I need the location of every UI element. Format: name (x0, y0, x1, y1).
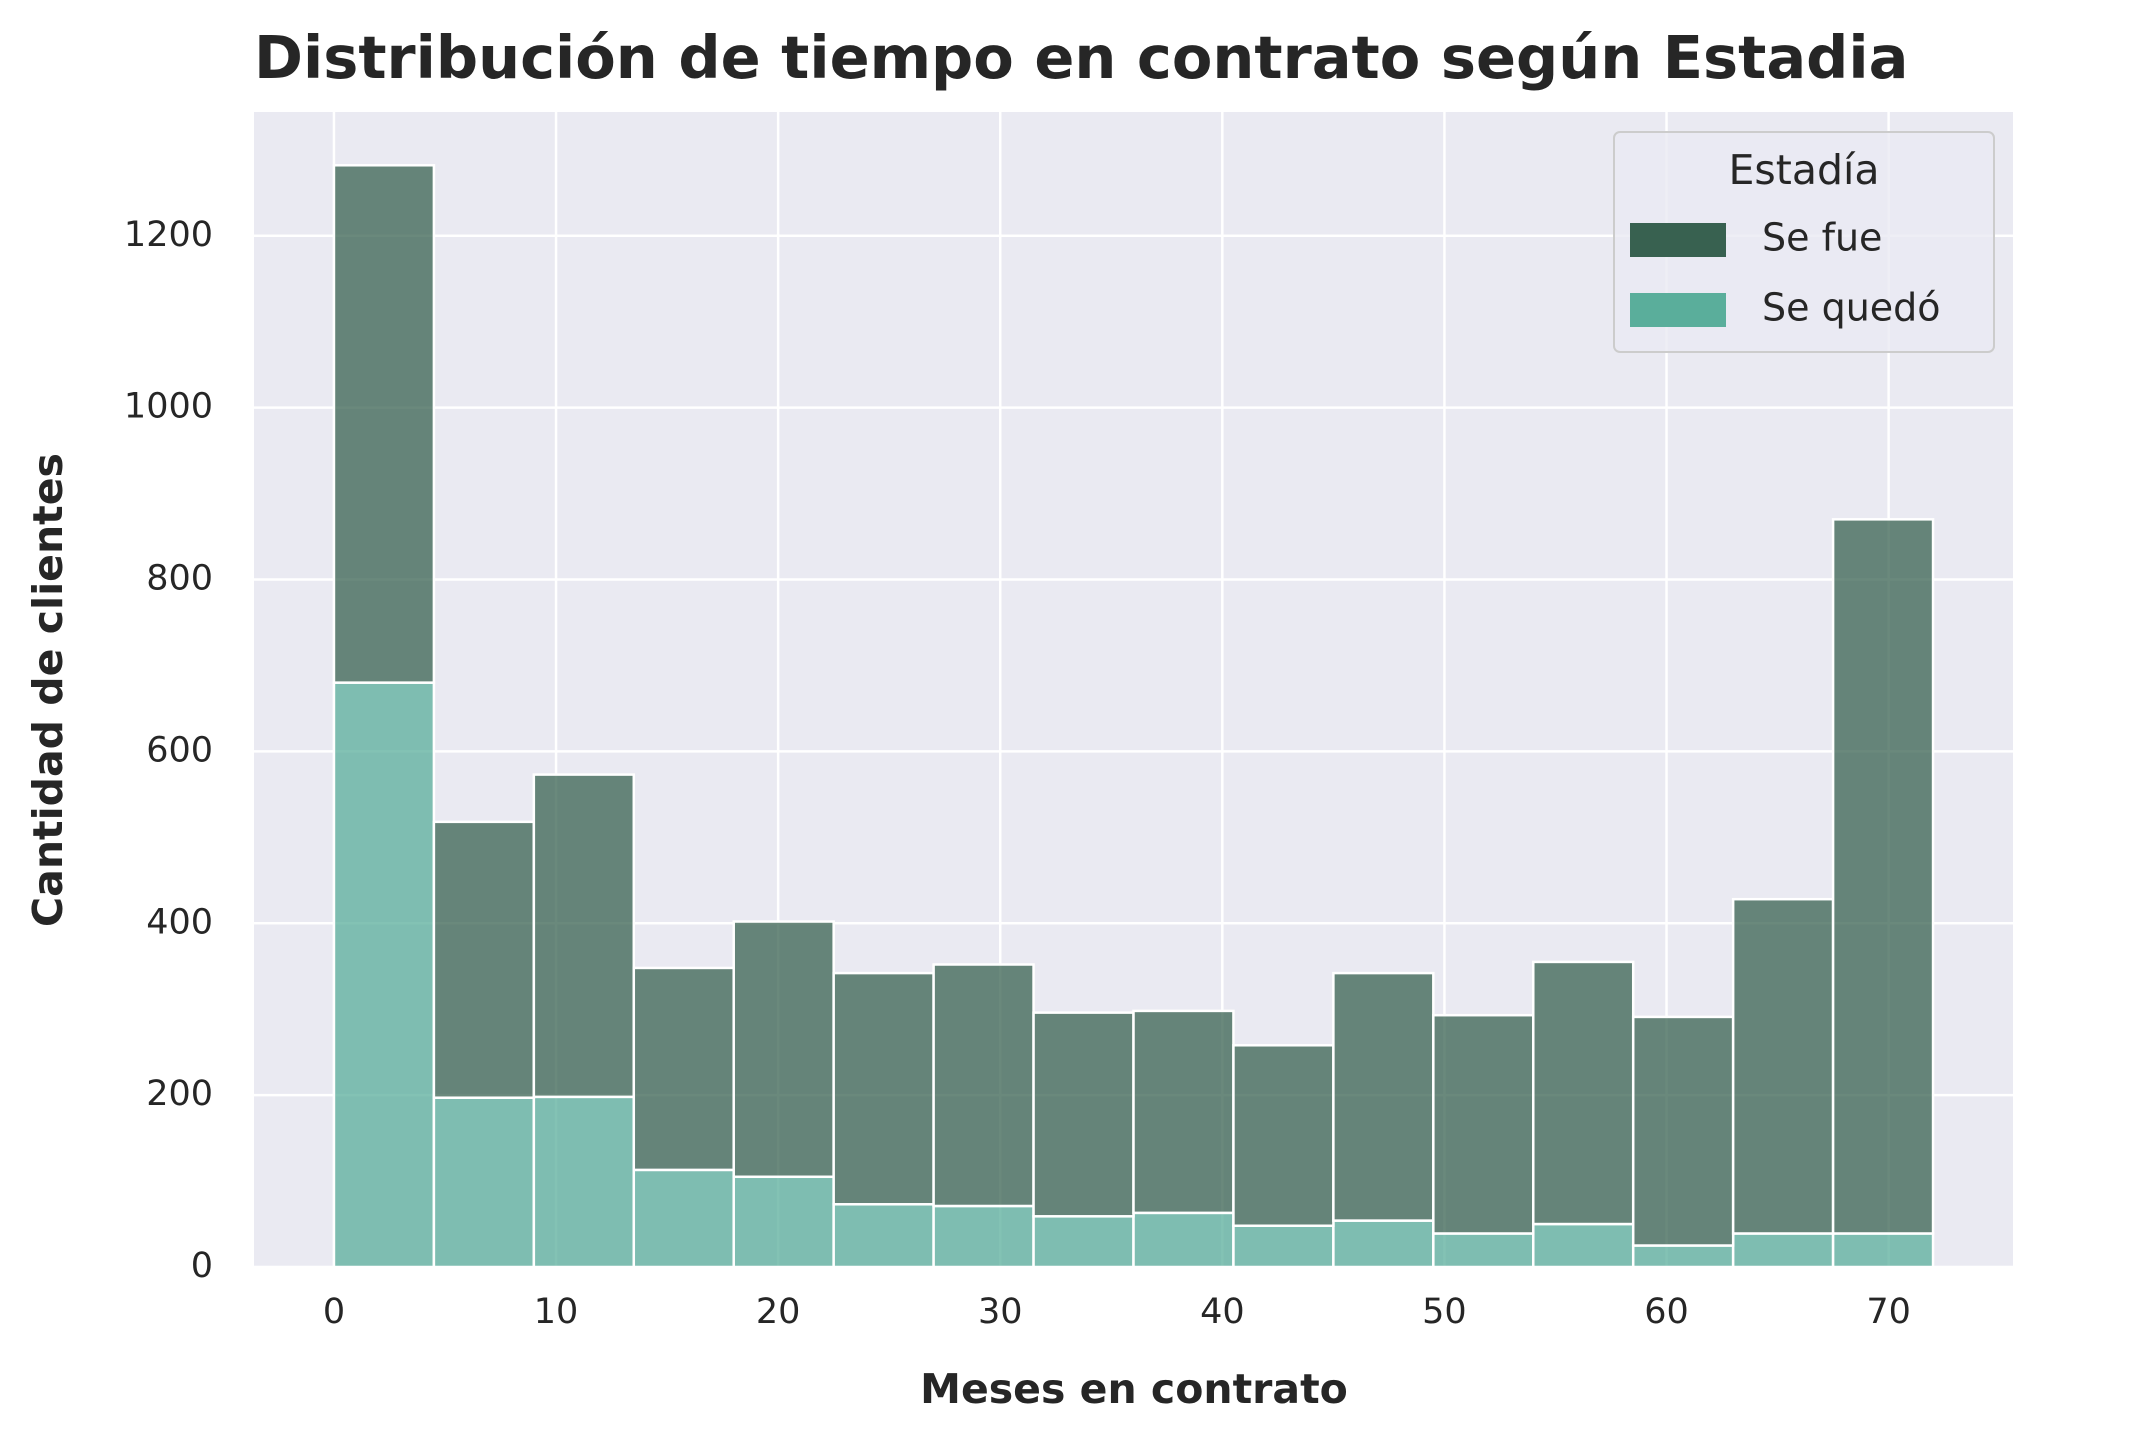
bar (732, 1175, 835, 1269)
bar (1532, 960, 1635, 1226)
bar (1432, 1013, 1535, 1235)
y-tick-label: 0 (191, 1246, 213, 1286)
x-tick-label: 40 (1200, 1292, 1245, 1332)
bar (1232, 1224, 1335, 1269)
bar (1132, 1009, 1235, 1215)
bar (1532, 1222, 1635, 1269)
bar (1232, 1044, 1335, 1227)
x-tick-label: 50 (1422, 1292, 1467, 1332)
bar (932, 1204, 1035, 1269)
x-tick-label: 60 (1644, 1292, 1689, 1332)
x-tick-label: 30 (978, 1292, 1023, 1332)
bar (1631, 1244, 1735, 1269)
bars (332, 164, 1935, 1269)
y-tick-label: 200 (146, 1074, 213, 1114)
bar (1731, 1232, 1835, 1269)
bar (1432, 1232, 1535, 1269)
bar (632, 1168, 735, 1269)
bar (932, 963, 1035, 1208)
legend-label: Se quedó (1762, 286, 1941, 330)
x-tick-label: 10 (534, 1292, 579, 1332)
y-tick-label: 800 (146, 559, 213, 599)
x-axis-label: Meses en contrato (920, 1365, 1348, 1413)
bar (1032, 1215, 1135, 1269)
y-tick-label: 1000 (124, 387, 213, 427)
bar (332, 681, 436, 1269)
bar (432, 820, 536, 1099)
legend-label: Se fue (1762, 216, 1882, 260)
bar (632, 966, 735, 1172)
bar (832, 1203, 935, 1269)
x-tick-label: 20 (756, 1292, 801, 1332)
legend: Estadía Se fue Se quedó (1613, 131, 1995, 353)
y-tick-label: 400 (146, 902, 213, 942)
bar (432, 1096, 536, 1269)
bar (1831, 518, 1935, 1235)
bar (732, 920, 835, 1179)
bar (1631, 1015, 1735, 1247)
x-tick-label: 70 (1866, 1292, 1911, 1332)
bar (1132, 1211, 1235, 1269)
legend-title: Estadía (1728, 146, 1879, 194)
legend-swatch (1630, 223, 1726, 257)
bar (332, 164, 436, 684)
bar (532, 1095, 636, 1269)
x-tick-label: 0 (323, 1292, 345, 1332)
bar (532, 773, 636, 1099)
bar (1032, 1011, 1135, 1218)
y-tick-label: 1200 (124, 215, 213, 255)
bar (1332, 1219, 1435, 1269)
y-axis-label: Cantidad de clientes (24, 453, 72, 927)
bar (1731, 897, 1835, 1235)
y-tick-label: 600 (146, 730, 213, 770)
bar (1332, 971, 1435, 1222)
bar (832, 971, 935, 1206)
bar (1831, 1232, 1935, 1269)
legend-swatch (1630, 293, 1726, 327)
chart-title: Distribución de tiempo en contrato según… (254, 23, 1908, 92)
